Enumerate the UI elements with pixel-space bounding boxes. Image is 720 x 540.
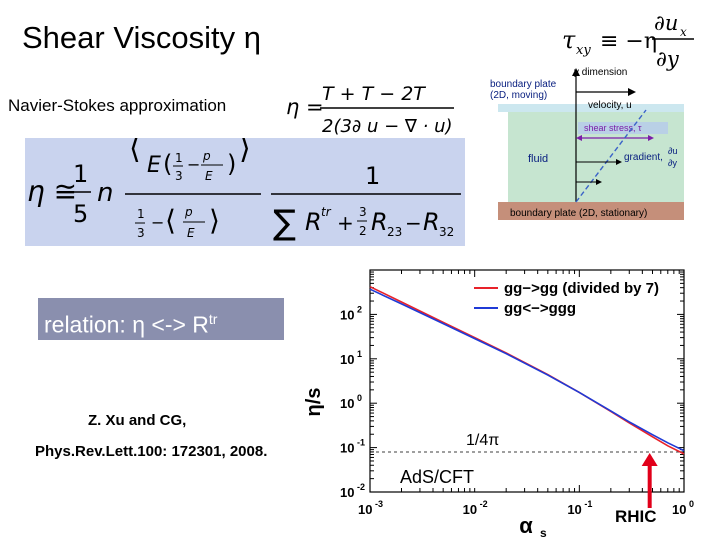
y-tick-exponent: 2 [357, 304, 362, 314]
svg-text:E: E [205, 169, 213, 183]
relation-box: relation: η <-> Rtr [38, 298, 284, 340]
svg-text:(2D, moving): (2D, moving) [490, 90, 547, 101]
fluid-label: fluid [528, 153, 548, 165]
series-line-2 [369, 288, 685, 452]
ads-cft-bg [392, 462, 496, 488]
y-tick-exponent: 1 [357, 349, 362, 359]
ads-cft-label: AdS/CFT [400, 467, 474, 487]
top-plate [498, 104, 684, 112]
svg-text:∑: ∑ [273, 203, 296, 243]
eta-formula: η ≅ 1 5 n ⟨ E ( 1 3 − p E ) ⟩ 1 3 − ⟨ p … [27, 131, 461, 243]
navier-stokes-formula: η = T + T − 2T 2(3∂ u − ∇ · u) [286, 83, 454, 137]
svg-text:+: + [337, 211, 354, 235]
eta-formula-box: η ≅ 1 5 n ⟨ E ( 1 3 − p E ) ⟩ 1 3 − ⟨ p … [25, 131, 465, 246]
x-tick-label: 10 [463, 502, 477, 517]
x-axis-label-sub: s [540, 526, 547, 538]
x-tick-exponent: -2 [480, 499, 488, 509]
tau-denominator: ∂y [656, 47, 680, 71]
y-dimension-label: y dimension [574, 67, 627, 78]
svg-text:−: − [405, 211, 422, 235]
eta-n: n [97, 178, 113, 208]
relation-text: relation: η <-> R [44, 311, 209, 338]
x-tick-label: 10 [672, 502, 686, 517]
y-tick-label: 10 [340, 441, 354, 456]
angle-left: ⟨ [129, 138, 141, 166]
svg-text:boundary plate: boundary plate [490, 79, 557, 90]
citation-journal: Phys.Rev.Lett.100: 172301, 2008. [35, 443, 268, 460]
angle-right: ⟩ [239, 138, 251, 166]
svg-text:R: R [423, 208, 440, 236]
svg-text:∂y: ∂y [668, 158, 677, 168]
x-tick-label: 10 [358, 502, 372, 517]
svg-text:−: − [187, 155, 200, 174]
legend-label-2: gg<−>ggg [504, 300, 576, 317]
svg-text:−: − [151, 213, 164, 232]
tau-numerator-sub: x [680, 25, 687, 39]
x-tick-exponent: 0 [689, 499, 694, 509]
eta-five: 5 [73, 200, 88, 228]
ns-eta: η = [286, 95, 324, 119]
shear-stress-formula: τ xy ≡ −η ∂u x ∂y [562, 11, 694, 71]
velocity-label: velocity, u [588, 100, 632, 111]
rhic-arrow-head [641, 452, 658, 466]
y-tick-exponent: -2 [357, 482, 365, 492]
svg-text:3: 3 [137, 226, 145, 240]
y-tick-exponent: -1 [357, 438, 365, 448]
ns-denominator: 2(3∂ u − ∇ · u) [322, 116, 453, 137]
tau-symbol: τ [562, 26, 576, 54]
citation-authors: Z. Xu and CG, [88, 412, 187, 429]
svg-text:1: 1 [365, 162, 380, 190]
svg-text:32: 32 [439, 225, 454, 239]
y-tick-label: 10 [340, 396, 354, 411]
svg-text:R: R [371, 208, 388, 236]
bottom-plate [498, 202, 684, 220]
legend-label-1: gg−>gg (divided by 7) [504, 280, 659, 297]
eta-one: 1 [73, 160, 88, 188]
svg-text:∂u: ∂u [668, 146, 677, 156]
svg-text:): ) [227, 150, 236, 178]
svg-text:3: 3 [359, 205, 367, 219]
svg-text:R: R [305, 208, 322, 236]
y-tick-label: 10 [340, 307, 354, 322]
y-axis-label: η/s [303, 388, 325, 417]
svg-text:gradient,: gradient, [624, 152, 663, 163]
svg-text:1: 1 [175, 151, 183, 165]
relation-superscript: tr [208, 311, 218, 327]
tau-equiv: ≡ −η [600, 29, 657, 54]
svg-text:3: 3 [175, 169, 183, 183]
bottom-plate-label: boundary plate (2D, stationary) [510, 208, 647, 219]
y-tick-exponent: 0 [357, 393, 362, 403]
svg-text:1: 1 [137, 207, 145, 221]
plot-frame [369, 269, 685, 493]
eta-lhs: η ≅ [27, 175, 77, 208]
svg-text:p: p [184, 205, 193, 219]
svg-text:shear stress, τ: shear stress, τ [584, 123, 642, 133]
slide-title: Shear Viscosity η [22, 20, 261, 55]
ns-numerator: T + T − 2T [322, 83, 426, 105]
velocity-gradient [575, 109, 647, 203]
svg-text:E: E [187, 226, 195, 240]
y-tick-label: 10 [340, 485, 354, 500]
svg-text:tr: tr [321, 205, 332, 219]
x-tick-exponent: -1 [584, 499, 592, 509]
eta-over-s-plot: η/s α s 10 -210 -110 010 110 210 -3 10 -2 10 -1 10 0… [303, 269, 694, 538]
navier-stokes-label: Navier-Stokes approximation [8, 96, 227, 115]
tau-subscript: xy [576, 43, 591, 58]
svg-text:(: ( [163, 150, 172, 178]
svg-text:2: 2 [359, 224, 367, 238]
couette-flow-diagram: y dimension boundary plate (2D, moving) … [490, 67, 684, 220]
rhic-label: RHIC [615, 507, 657, 526]
svg-text:⟩: ⟩ [209, 204, 220, 237]
svg-text:⟨: ⟨ [165, 204, 176, 237]
x-axis-label: α [519, 513, 533, 538]
eta-E: E [147, 153, 161, 178]
tau-numerator: ∂u [654, 11, 678, 35]
svg-text:23: 23 [387, 225, 402, 239]
x-tick-exponent: -3 [375, 499, 383, 509]
y-tick-label: 10 [340, 352, 354, 367]
quarter-pi-label: 1/4π [466, 432, 499, 449]
x-tick-label: 10 [567, 502, 581, 517]
svg-text:p: p [202, 149, 211, 163]
